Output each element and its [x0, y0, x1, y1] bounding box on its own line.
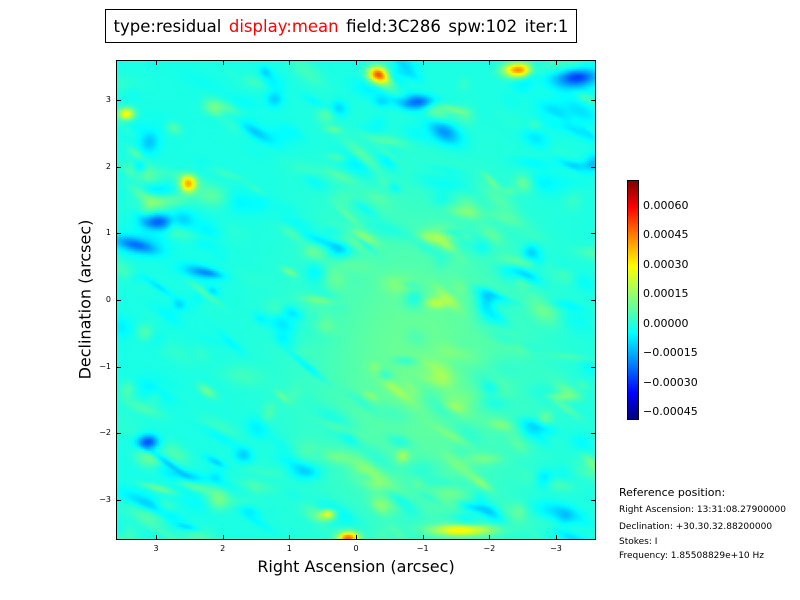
x-axis-label: Right Ascension (arcsec) [257, 557, 455, 576]
x-tick-mark [156, 535, 157, 539]
y-tick-mark [117, 433, 121, 435]
y-tick-mark [117, 366, 121, 368]
y-tick-label: 1 [105, 228, 111, 238]
y-tick-mark [117, 300, 121, 301]
y-tick-label: −1 [99, 361, 111, 371]
colorbar-tick-label: −0.00030 [643, 375, 698, 389]
y-tick-mark [591, 100, 595, 101]
x-tick-mark [356, 535, 357, 539]
x-tick-mark [289, 535, 291, 539]
plot-title-box: type:residual display:mean field:3C286 s… [105, 9, 577, 43]
x-tick-mark [556, 61, 557, 65]
colorbar-tick-label: 0.00045 [643, 228, 689, 242]
y-tick-label: 3 [105, 95, 111, 104]
colorbar-tick-label: −0.00045 [643, 405, 698, 419]
reference-dec: Declination: +30.30.32.88200000 [619, 522, 773, 532]
y-tick-mark [591, 500, 595, 501]
colorbar [627, 180, 639, 420]
title-display: display:mean [228, 16, 339, 36]
x-tick-label: 1 [286, 544, 292, 553]
x-tick-mark [289, 61, 291, 65]
colorbar-tick-label: 0.00060 [643, 198, 689, 212]
reference-ra: Right Ascension: 13:31:08.27900000 [619, 505, 786, 515]
y-tick-mark [591, 366, 595, 368]
y-tick-mark [591, 300, 595, 301]
y-tick-label: −3 [99, 495, 111, 504]
y-tick-label: −2 [99, 428, 111, 438]
colorbar-tick-label: −0.00015 [643, 346, 698, 360]
y-tick-mark [591, 166, 595, 168]
x-tick-label: −2 [483, 544, 496, 553]
y-tick-mark [591, 433, 595, 435]
colorbar-tick-label: 0.00030 [643, 257, 689, 271]
title-iter: iter:1 [524, 16, 569, 36]
y-tick-mark [117, 500, 121, 501]
y-tick-label: 2 [105, 161, 111, 171]
y-tick-mark [117, 233, 121, 235]
x-tick-mark [222, 535, 224, 539]
x-tick-label: −1 [416, 544, 429, 553]
x-tick-label: 0 [353, 544, 359, 553]
title-type: type:residual [113, 16, 222, 36]
x-tick-label: 2 [220, 544, 226, 553]
x-tick-mark [489, 61, 491, 65]
colorbar-tick-label: 0.00015 [643, 287, 689, 301]
y-tick-label: 0 [105, 295, 111, 304]
x-tick-mark [156, 61, 157, 65]
x-tick-mark [422, 535, 424, 539]
residual-image-heatmap[interactable] [116, 60, 596, 540]
colorbar-tick-label: 0.00000 [643, 316, 689, 330]
x-tick-label: −3 [550, 544, 562, 553]
reference-frequency: Frequency: 1.85508829e+10 Hz [619, 551, 765, 561]
title-field: field:3C286 [346, 16, 441, 36]
x-tick-mark [489, 535, 491, 539]
x-tick-label: 3 [153, 544, 159, 553]
y-tick-mark [117, 100, 121, 101]
y-tick-mark [591, 233, 595, 235]
y-tick-mark [117, 166, 121, 168]
reference-heading: Reference position: [619, 486, 726, 499]
x-tick-mark [556, 535, 557, 539]
reference-stokes: Stokes: I [619, 537, 658, 547]
x-tick-mark [422, 61, 424, 65]
x-tick-mark [222, 61, 224, 65]
y-axis-label: Declination (arcsec) [75, 219, 95, 380]
x-tick-mark [356, 61, 357, 65]
title-spw: spw:102 [448, 16, 518, 36]
heatmap-canvas [117, 61, 595, 539]
